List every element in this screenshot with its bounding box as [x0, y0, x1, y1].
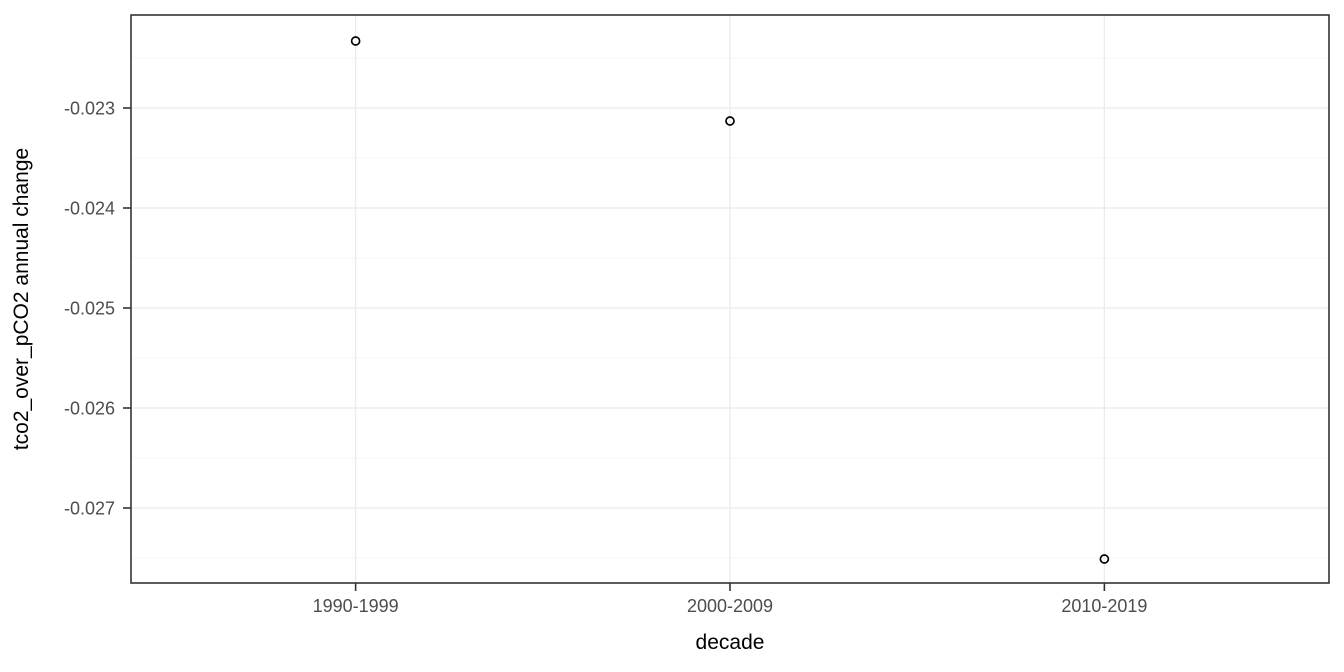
data-point [350, 36, 361, 46]
data-point [1099, 554, 1110, 564]
y-tick-label: -0.026 [64, 399, 115, 419]
y-axis-title: tco2_over_pCO2 annual change [10, 147, 33, 451]
data-point [725, 116, 735, 126]
y-tick-label: -0.024 [64, 199, 115, 219]
y-tick-label: -0.025 [64, 299, 115, 319]
x-tick-label: 2000-2009 [687, 596, 773, 616]
x-tick-label: 1990-1999 [313, 596, 399, 616]
x-tick-label: 2010-2019 [1061, 596, 1147, 616]
y-tick-label: -0.027 [64, 499, 115, 519]
x-axis-title: decade [695, 631, 765, 654]
y-tick-label: -0.023 [64, 99, 115, 119]
